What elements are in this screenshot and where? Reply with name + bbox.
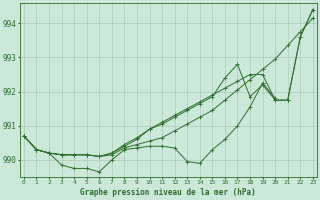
- X-axis label: Graphe pression niveau de la mer (hPa): Graphe pression niveau de la mer (hPa): [81, 188, 256, 197]
